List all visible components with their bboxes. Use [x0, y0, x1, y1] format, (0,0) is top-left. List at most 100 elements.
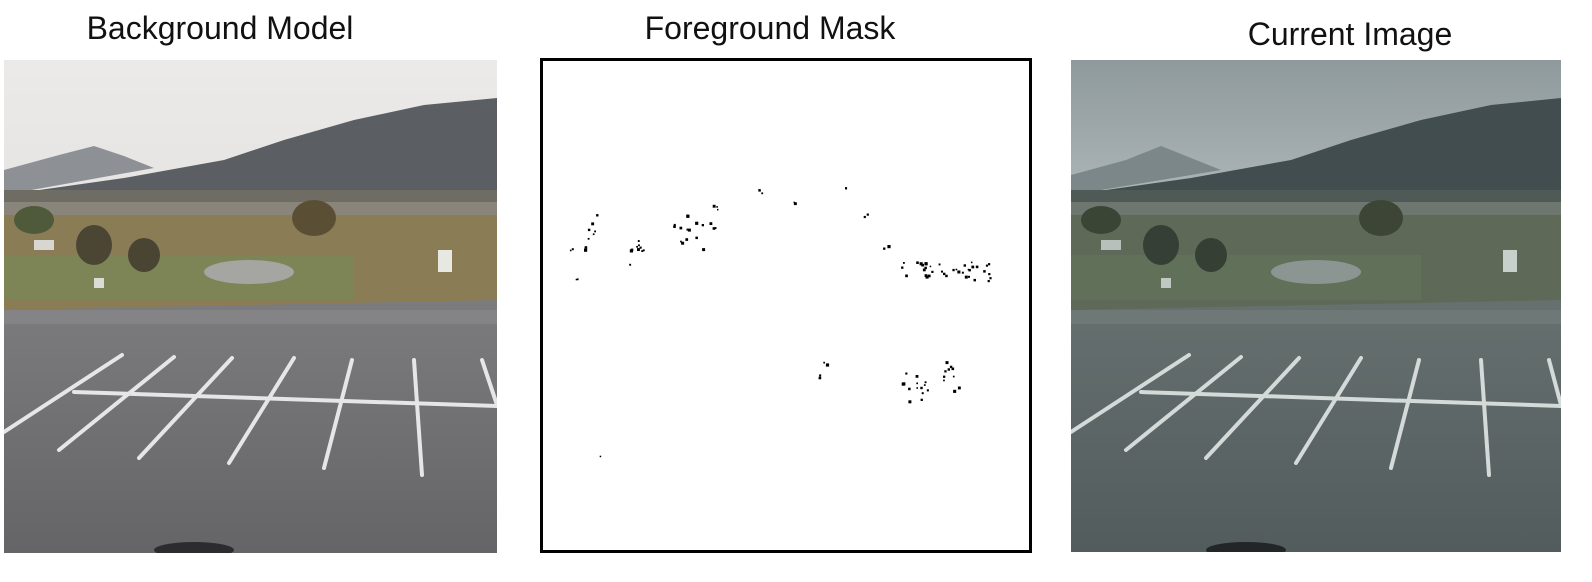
mask-speckle: [924, 262, 927, 265]
mask-speckle: [761, 192, 763, 194]
foreground-mask-dots: [543, 61, 1029, 550]
current-image: [1071, 60, 1561, 552]
mask-speckle: [908, 400, 911, 403]
mask-speckle: [640, 247, 642, 249]
mask-speckle: [902, 382, 905, 385]
mask-speckle: [931, 271, 933, 273]
mask-speckle: [673, 225, 676, 228]
mask-speckle: [584, 249, 587, 252]
mask-speckle: [965, 276, 968, 279]
mask-speckle: [695, 237, 698, 240]
mask-speckle: [964, 264, 966, 266]
mask-speckle: [946, 361, 949, 364]
mask-speckle: [845, 187, 847, 189]
mask-speckle: [974, 279, 977, 282]
mask-speckle: [944, 370, 946, 372]
foreground-mask-title: Foreground Mask: [610, 10, 930, 47]
mask-speckle: [687, 229, 689, 231]
mask-speckle: [971, 266, 974, 269]
mask-speckle: [943, 273, 945, 275]
mask-speckle: [916, 261, 919, 264]
mask-speckle: [957, 271, 959, 273]
mask-speckle: [588, 238, 590, 240]
mask-speckle: [941, 271, 943, 273]
mask-speckle: [921, 264, 924, 267]
mask-speckle: [826, 363, 829, 366]
mask-speckle: [903, 262, 905, 264]
mask-speckle: [952, 368, 955, 371]
mask-speckle: [986, 265, 988, 267]
mask-speckle: [716, 206, 718, 208]
mask-speckle: [958, 387, 961, 390]
mask-speckle: [922, 392, 924, 394]
mask-speckle: [930, 266, 932, 268]
mask-speckle: [685, 238, 688, 241]
mask-speckle: [710, 222, 713, 225]
mask-speckle: [629, 264, 631, 266]
mask-speckle: [962, 272, 964, 274]
mask-speckle: [819, 377, 822, 380]
mask-speckle: [924, 384, 926, 386]
mask-speckle: [715, 227, 717, 229]
mask-speckle: [952, 269, 954, 271]
mask-speckle: [968, 276, 970, 278]
mask-speckle: [916, 387, 918, 389]
mask-speckle: [988, 273, 990, 275]
mask-speckle: [968, 269, 970, 271]
mask-speckle: [638, 244, 640, 246]
mask-speckle: [943, 376, 945, 378]
mask-speckle: [927, 389, 929, 391]
mask-speckle: [956, 269, 958, 271]
mask-speckle: [916, 383, 918, 385]
mask-speckle: [976, 266, 979, 269]
mask-speckle: [570, 250, 572, 252]
mask-speckle: [588, 229, 590, 231]
mask-speckle: [939, 264, 941, 266]
mask-speckle: [921, 399, 923, 401]
mask-speckle: [988, 263, 990, 265]
mask-speckle: [971, 262, 973, 264]
mask-speckle: [945, 275, 948, 278]
mask-speckle: [823, 362, 825, 364]
mask-speckle: [794, 202, 796, 204]
mask-speckle: [905, 373, 907, 375]
foreground-mask-image: [540, 58, 1032, 553]
mask-speckle: [631, 249, 634, 252]
mask-speckle: [819, 374, 821, 376]
mask-speckle: [887, 245, 890, 248]
mask-speckle: [593, 233, 595, 235]
mask-speckle: [572, 248, 574, 250]
current-image-title: Current Image: [1200, 16, 1500, 53]
mask-speckle: [600, 456, 602, 458]
mask-speckle: [953, 390, 956, 393]
mask-speckle: [591, 222, 594, 225]
mask-speckle: [596, 214, 598, 216]
mask-speckle: [905, 275, 908, 278]
mask-speckle: [948, 368, 950, 370]
mask-speckle: [638, 240, 640, 242]
mask-speckle: [594, 231, 596, 233]
mask-speckle: [713, 205, 716, 208]
mask-speckle: [867, 214, 869, 216]
parking-lot-photo-icon: [1071, 60, 1561, 552]
mask-speckle: [953, 376, 955, 378]
mask-speckle: [901, 267, 903, 269]
mask-speckle: [923, 269, 926, 272]
mask-speckle: [695, 222, 698, 225]
mask-speckle: [925, 381, 927, 383]
mask-speckle: [680, 227, 683, 230]
mask-speckle: [637, 248, 640, 251]
mask-speckle: [943, 380, 945, 382]
background-model-image: [4, 60, 497, 553]
mask-speckle: [717, 209, 719, 211]
parking-lot-photo-icon: [4, 60, 497, 553]
mask-speckle: [576, 279, 578, 281]
mask-speckle: [702, 224, 704, 226]
background-model-title: Background Model: [60, 10, 380, 47]
mask-speckle: [641, 250, 643, 252]
mask-speckle: [908, 388, 911, 391]
mask-speckle: [686, 215, 689, 218]
mask-speckle: [681, 242, 684, 245]
mask-speckle: [758, 189, 761, 192]
mask-speckle: [883, 248, 885, 250]
